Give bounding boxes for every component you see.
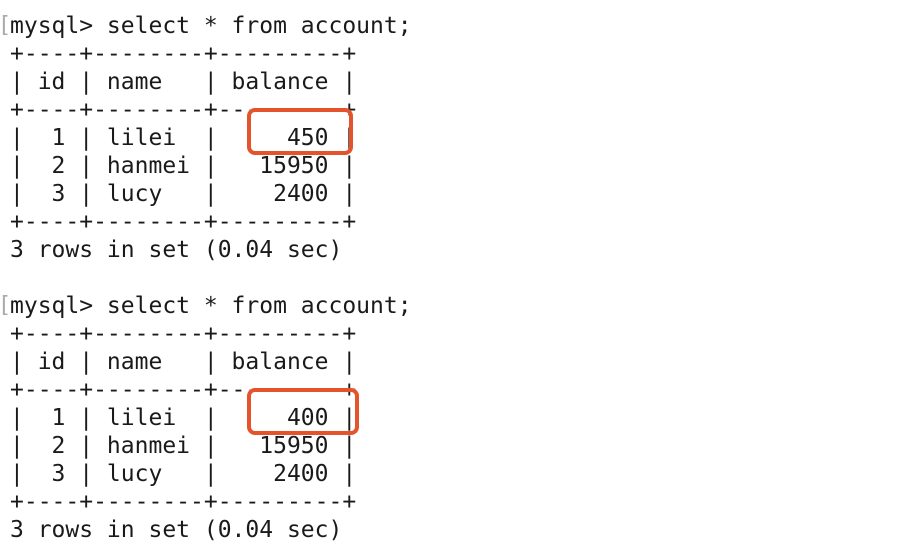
table-border-bottom: +----+--------+---------+	[10, 208, 356, 236]
table-border-top: +----+--------+---------+	[10, 40, 356, 68]
result-summary: 3 rows in set (0.04 sec)	[10, 516, 342, 544]
prompt-line: mysql> select * from account;	[10, 12, 412, 40]
table-header-row: | id | name | balance |	[10, 68, 356, 96]
table-border-bottom: +----+--------+---------+	[10, 488, 356, 516]
prompt-marker-icon: [	[1, 292, 10, 320]
table-header-row: | id | name | balance |	[10, 348, 356, 376]
prompt-line: mysql> select * from account;	[10, 292, 412, 320]
table-row: | 3 | lucy | 2400 |	[10, 460, 356, 488]
balance-highlight-box	[247, 108, 353, 155]
prompt-marker-icon: [	[1, 12, 10, 40]
table-row: | 2 | hanmei | 15950 |	[10, 152, 356, 180]
balance-highlight-box	[247, 388, 359, 435]
table-border-top: +----+--------+---------+	[10, 320, 356, 348]
table-row: | 2 | hanmei | 15950 |	[10, 432, 356, 460]
table-row: | 3 | lucy | 2400 |	[10, 180, 356, 208]
result-summary: 3 rows in set (0.04 sec)	[10, 236, 342, 264]
